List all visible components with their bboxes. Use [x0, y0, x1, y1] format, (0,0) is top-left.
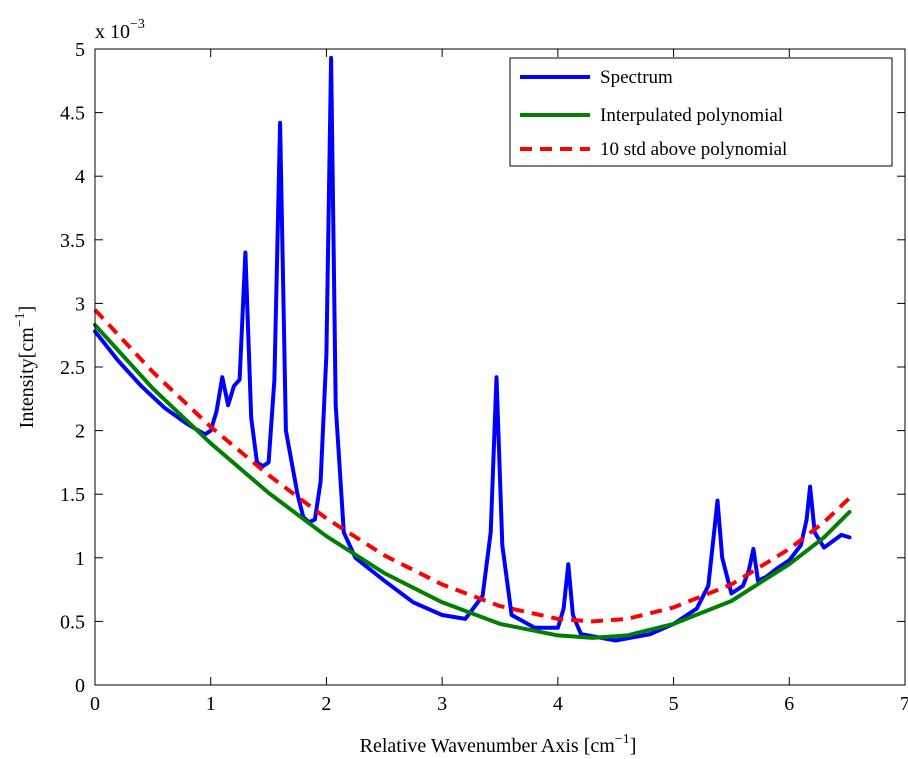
y-axis-label-sup: −1 — [13, 312, 28, 327]
y-axis-label-suffix: ] — [16, 306, 38, 313]
y-exponent-label: x 10−3 — [95, 17, 145, 43]
y-exponent-sup: −3 — [130, 17, 145, 32]
x-tick-label-1: 1 — [206, 693, 216, 715]
x-tick-label-2: 2 — [321, 693, 331, 715]
y-tick-label-2: 1 — [75, 548, 85, 570]
series-line-0 — [93, 55, 852, 643]
axes-layer — [94, 48, 906, 686]
y-exponent-base: x 10 — [95, 21, 130, 43]
y-tick-label-3: 1.5 — [60, 484, 85, 506]
series-layer — [93, 55, 852, 643]
x-tick-label-7: 7 — [900, 693, 908, 715]
y-axis-label-text: Intensity[cm — [16, 327, 38, 429]
y-tick-label-0: 0 — [75, 675, 85, 697]
y-tick-label-5: 2.5 — [60, 357, 85, 379]
x-tick-label-3: 3 — [437, 693, 447, 715]
x-tick-label-0: 0 — [90, 693, 100, 715]
y-tick-label-9: 4.5 — [60, 103, 85, 125]
legend-label-threshold: 10 std above polynomial — [600, 139, 787, 160]
x-tick-label-5: 5 — [669, 693, 679, 715]
legend-label-polynomial: Interpulated polynomial — [600, 105, 783, 126]
y-tick-label-7: 3.5 — [60, 230, 85, 252]
series-line-1 — [93, 323, 852, 640]
x-axis-label-suffix: ] — [630, 735, 637, 757]
labels-layer: 0 1 2 3 4 5 6 7 0 0.5 1 1.5 2 2.5 3 3.5 4 4.5 5 — [60, 39, 908, 715]
y-tick-label-1: 0.5 — [60, 611, 85, 633]
x-tick-label-6: 6 — [784, 693, 794, 715]
legend-label-spectrum: Spectrum — [600, 67, 673, 88]
y-axis-label: Intensity[cm−1] — [13, 306, 38, 429]
x-axis-label-sup: −1 — [615, 732, 630, 747]
x-axis-label: Relative Wavenumber Axis [cm−1] — [360, 732, 637, 757]
y-tick-label-6: 3 — [75, 293, 85, 315]
series-line-2 — [93, 308, 851, 624]
y-tick-label-4: 2 — [75, 421, 85, 443]
legend: Spectrum Interpulated polynomial 10 std … — [509, 57, 893, 167]
y-tick-label-8: 4 — [75, 166, 85, 188]
x-axis-label-text: Relative Wavenumber Axis [cm — [360, 735, 616, 757]
y-tick-label-10: 5 — [75, 39, 85, 61]
x-tick-label-4: 4 — [553, 693, 563, 715]
